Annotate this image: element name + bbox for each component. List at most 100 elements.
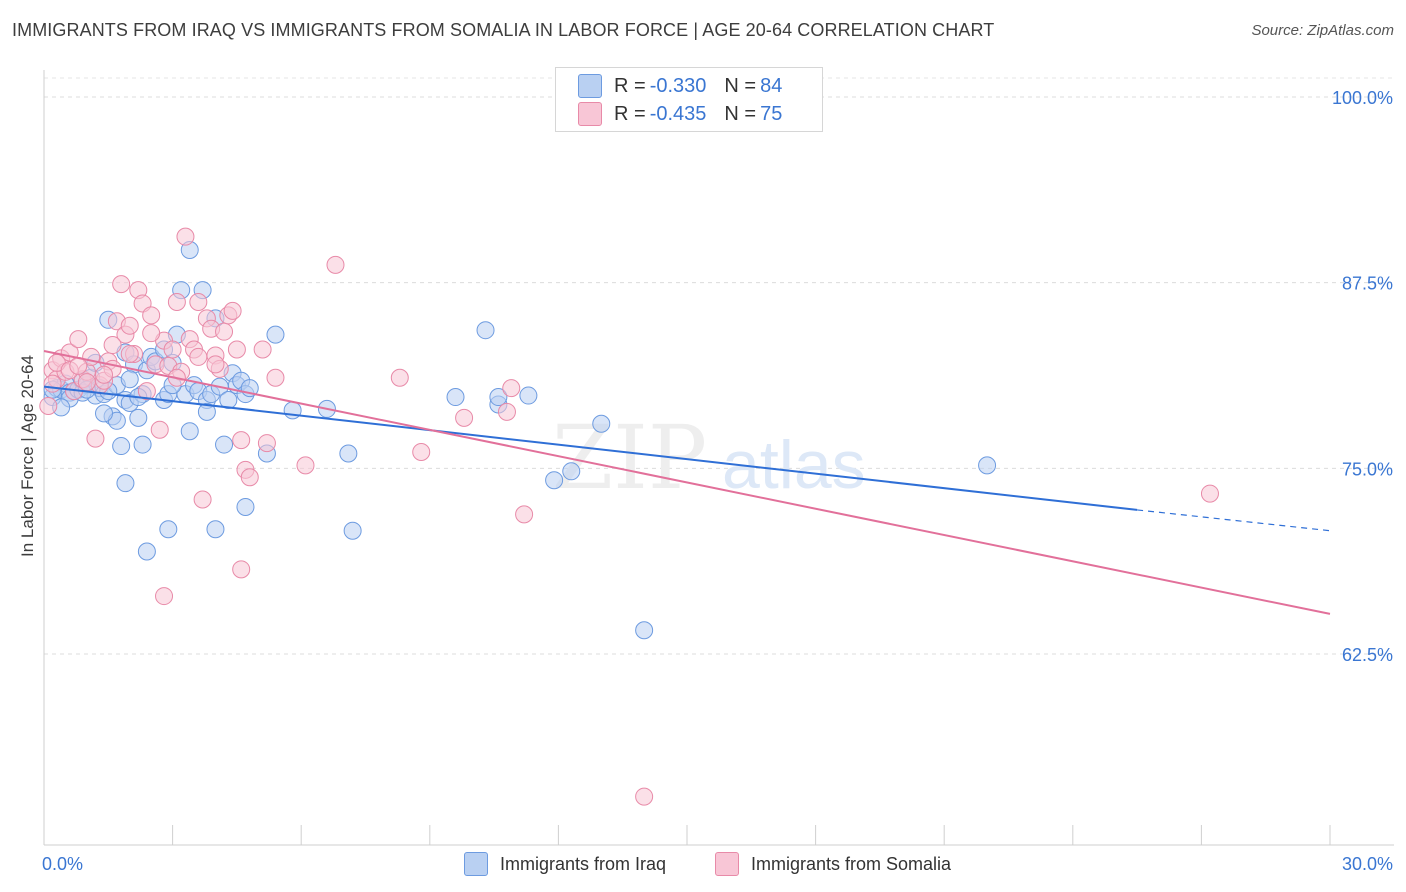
point-somalia (163, 340, 182, 359)
point-somalia (176, 227, 195, 246)
trend-line-somalia (43, 350, 1331, 615)
x-tick-label: 0.0% (42, 854, 83, 874)
legend-n-value-somalia: 75 (760, 102, 783, 125)
point-somalia (257, 434, 276, 453)
point-somalia (497, 402, 516, 421)
axes (43, 70, 1394, 846)
point-iraq (592, 414, 611, 433)
point-iraq (339, 444, 358, 463)
series-swatch-iraq (464, 852, 488, 876)
point-somalia (326, 255, 345, 274)
point-somalia (296, 456, 315, 475)
point-iraq (978, 456, 997, 475)
point-somalia (232, 560, 251, 579)
point-iraq (120, 370, 139, 389)
series-legend-iraq: Immigrants from Iraq (464, 852, 666, 876)
point-iraq (236, 497, 255, 516)
point-somalia (223, 301, 242, 320)
point-somalia (193, 490, 212, 509)
legend-row-somalia: R = -0.435 N = 75 (578, 101, 782, 127)
point-iraq (446, 388, 465, 407)
point-somalia (1200, 484, 1219, 503)
trend-line-iraq-dashed (1137, 509, 1331, 532)
point-somalia (112, 275, 131, 294)
point-somalia (137, 382, 156, 401)
point-somalia (515, 505, 534, 524)
point-somalia (43, 374, 62, 393)
point-somalia (227, 340, 246, 359)
watermark-zip: ZIP (552, 406, 707, 509)
point-somalia (77, 373, 96, 392)
legend-swatch-iraq (578, 74, 602, 98)
point-somalia (232, 431, 251, 450)
data-points (39, 227, 1219, 806)
source-label: Source: ZipAtlas.com (1251, 22, 1394, 39)
point-iraq (215, 435, 234, 454)
trend-lines (43, 350, 1331, 615)
point-somalia (189, 292, 208, 311)
legend-swatch-somalia (578, 102, 602, 126)
point-somalia (69, 330, 88, 349)
y-tick-label: 62.5% (1342, 645, 1393, 665)
point-iraq (476, 321, 495, 340)
series-label-somalia: Immigrants from Somalia (751, 853, 952, 874)
y-tick-label: 87.5% (1342, 274, 1393, 294)
point-somalia (167, 292, 186, 311)
trend-line-iraq (43, 385, 1138, 511)
point-somalia (240, 468, 259, 487)
stats-legend: R = -0.330 N = 84 R = -0.435 N = 75 (555, 67, 823, 132)
point-somalia (142, 324, 161, 343)
series-legend-somalia: Immigrants from Somalia (715, 852, 951, 876)
point-somalia (155, 587, 174, 606)
point-iraq (266, 325, 285, 344)
point-iraq (112, 437, 131, 456)
point-somalia (635, 787, 654, 806)
legend-n-value-iraq: 84 (760, 74, 783, 97)
point-somalia (189, 347, 208, 366)
point-iraq (219, 391, 238, 410)
point-somalia (39, 396, 58, 415)
point-iraq (343, 521, 362, 540)
point-somalia (120, 344, 139, 363)
legend-r-value-somalia: -0.435 (649, 102, 707, 125)
point-somalia (86, 429, 105, 448)
point-iraq (197, 402, 216, 421)
legend-n-label: N = (724, 74, 757, 97)
point-somalia (253, 340, 272, 359)
point-iraq (116, 474, 135, 493)
tick-labels: 62.5% 75.0% 87.5% 100.0% 0.0% 30.0% (42, 88, 1393, 874)
point-iraq (159, 520, 178, 539)
point-iraq (137, 542, 156, 561)
point-iraq (180, 422, 199, 441)
point-somalia (455, 408, 474, 427)
point-iraq (95, 404, 114, 423)
point-iraq (635, 621, 654, 640)
legend-n-label: N = (724, 102, 757, 125)
point-somalia (120, 316, 139, 335)
point-iraq (489, 388, 508, 407)
point-somalia (266, 368, 285, 387)
point-iraq (519, 386, 538, 405)
chart-title: IMMIGRANTS FROM IRAQ VS IMMIGRANTS FROM … (12, 20, 995, 40)
series-label-iraq: Immigrants from Iraq (500, 853, 667, 874)
series-swatch-somalia (715, 852, 739, 876)
point-iraq (562, 462, 581, 481)
legend-r-label: R = (614, 74, 646, 97)
point-iraq (545, 471, 564, 490)
legend-row-iraq: R = -0.330 N = 84 (578, 73, 782, 99)
point-iraq (129, 408, 148, 427)
point-somalia (502, 379, 521, 398)
y-tick-label: 75.0% (1342, 459, 1393, 479)
point-somalia (206, 355, 225, 374)
point-somalia (142, 306, 161, 325)
point-somalia (150, 420, 169, 439)
point-somalia (390, 368, 409, 387)
point-iraq (133, 435, 152, 454)
legend-r-value-iraq: -0.330 (649, 74, 707, 97)
y-tick-label: 100.0% (1332, 88, 1393, 108)
x-tick-label: 30.0% (1342, 854, 1393, 874)
point-somalia (412, 442, 431, 461)
point-iraq (206, 520, 225, 539)
point-somalia (95, 365, 114, 384)
